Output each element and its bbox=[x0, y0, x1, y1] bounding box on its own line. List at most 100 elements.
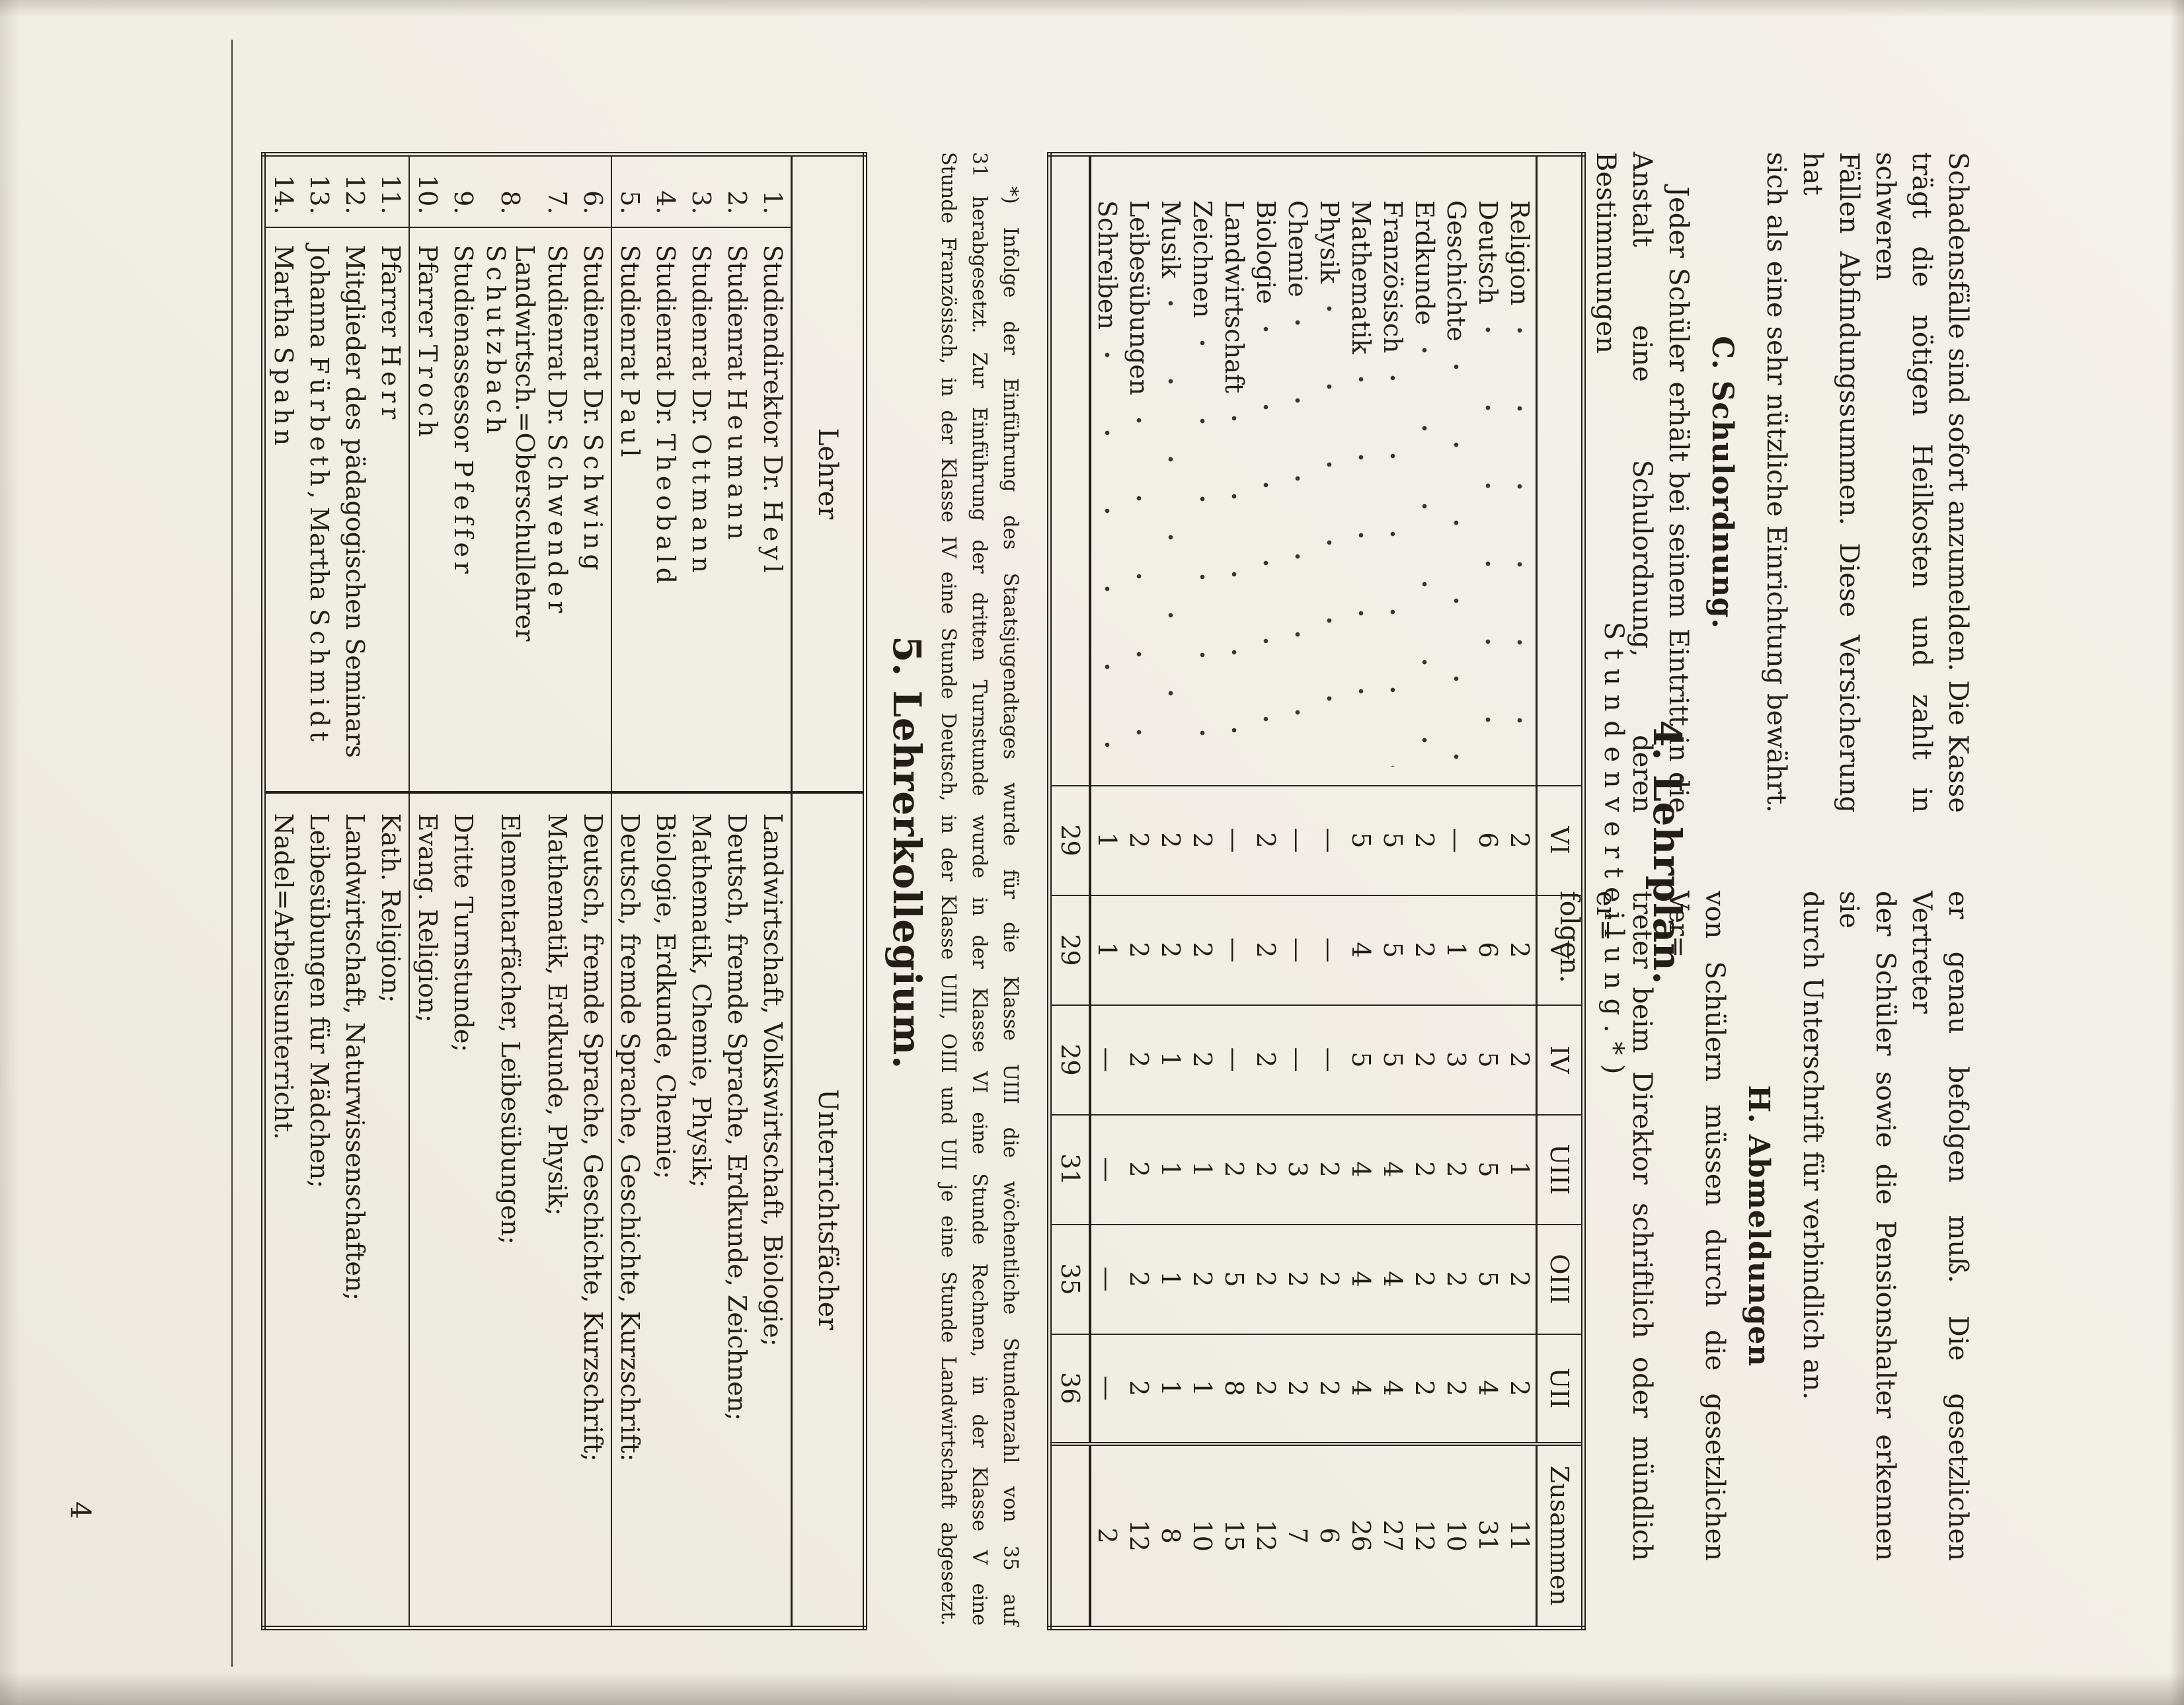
teacher-row: 12. Mitglieder des pädagogischen Seminars… bbox=[337, 154, 373, 1628]
hours-cell: 2 bbox=[1440, 1224, 1472, 1334]
hours-cell: 1 bbox=[1155, 1114, 1187, 1225]
teacher-row: 9. Studienassessor Pfeffer Dritte Turnstun… bbox=[446, 154, 481, 1628]
lehrplan-row: Französisch 5 5 5 4 4 4 27 bbox=[1377, 155, 1409, 1628]
teacher-title: Studienrat bbox=[615, 245, 644, 389]
lehrplan-row: Erdkunde 2 2 2 2 2 2 12 bbox=[1409, 155, 1440, 1628]
subject-name: Landwirtschaft bbox=[1220, 200, 1249, 394]
hours-cell: 4 bbox=[1345, 895, 1377, 1005]
heading-schulordnung: C. Schulordnung. bbox=[1705, 336, 1739, 629]
hours-cell: 2 bbox=[1187, 1004, 1218, 1115]
paragraph-line: er genau befolgen muß. Die gesetzlichen … bbox=[1906, 891, 1973, 1561]
teacher-title: Pfarrer bbox=[413, 245, 442, 345]
lehrplan-row: Leibesübungen 2 2 2 2 2 2 12 bbox=[1123, 155, 1155, 1628]
total-cell: 12 bbox=[1409, 1443, 1440, 1628]
hours-cell: 2 bbox=[1409, 1114, 1440, 1225]
dot-leader bbox=[1327, 306, 1332, 767]
teacher-number: 11. bbox=[373, 154, 409, 227]
hours-cell: 5 bbox=[1345, 785, 1377, 895]
dot-leader bbox=[1231, 416, 1237, 767]
hours-cell: — bbox=[1090, 1114, 1123, 1225]
footnote: *) Infolge der Einführung des Staatsjuge… bbox=[933, 152, 1026, 1626]
teacher-surname: Ottmann bbox=[687, 434, 716, 578]
teacher-surname: Fürbeth bbox=[305, 356, 334, 491]
paragraph-line: trägt die nötigen Heilkosten und zahlt i… bbox=[1870, 152, 1937, 813]
footer-rule bbox=[231, 40, 233, 1667]
teacher-title: Studienassessor bbox=[449, 245, 478, 460]
teacher-name: Landwirtsch.=Oberschullehrer Schutzbach bbox=[481, 227, 539, 792]
hours-cell: 5 bbox=[1472, 1224, 1504, 1334]
hours-cell: 5 bbox=[1377, 1004, 1409, 1115]
hours-cell: 2 bbox=[1187, 895, 1218, 1005]
lehrplan-sum-row: 29 29 29 31 35 36 bbox=[1049, 154, 1090, 1628]
heading-abmeldungen: H. Abmeldungen bbox=[1742, 1084, 1775, 1367]
hours-cell: 6 bbox=[1472, 895, 1504, 1005]
subheading-stundenverteilung: Stundenverteilung.*) bbox=[1598, 621, 1629, 1084]
hours-cell: 2 bbox=[1250, 785, 1282, 895]
heading-lehrplan: 4. Lehrplan. bbox=[1645, 720, 1690, 985]
hours-cell: 2 bbox=[1155, 895, 1187, 1005]
teacher-surname: Schwing bbox=[578, 434, 607, 575]
teacher-row: 11. Pfarrer Herr Kath. Religion; bbox=[373, 154, 409, 1628]
subject-cell: Chemie bbox=[1282, 155, 1313, 786]
teacher-name: Studienrat Heumann bbox=[719, 227, 755, 792]
teacher-surname: Paul bbox=[615, 388, 644, 462]
teacher-name: Studienrat Dr. Schwender bbox=[539, 227, 575, 792]
hours-cell: 2 bbox=[1504, 1334, 1537, 1444]
hours-cell: 2 bbox=[1250, 1224, 1282, 1334]
teacher-subjects: Deutsch, fremde Sprache, Erdkunde, Zeich… bbox=[722, 813, 752, 1421]
hours-cell: 2 bbox=[1440, 1334, 1472, 1444]
dot-leader bbox=[1200, 340, 1205, 767]
hours-cell: 1 bbox=[1440, 895, 1472, 1005]
hours-cell: 2 bbox=[1313, 1224, 1345, 1334]
subject-name: Schreiben bbox=[1093, 200, 1122, 330]
teacher-row: 5. Studienrat Paul Deutsch, fremde Sprache… bbox=[611, 154, 648, 1628]
total-cell: 10 bbox=[1440, 1443, 1472, 1628]
paragraph-line: Fällen Abfindungssummen. Diese Versicher… bbox=[1797, 152, 1864, 813]
teachers-table-body: 1. Studiendirektor Dr. Heyl Landwirtschaft… bbox=[263, 154, 792, 1628]
sum-cell: 35 bbox=[1049, 1224, 1090, 1334]
subject-name: Physik bbox=[1315, 200, 1344, 284]
footnote-line: Stunde Französisch, in der Klasse IV ein… bbox=[937, 152, 960, 1626]
hours-cell: 2 bbox=[1250, 895, 1282, 1005]
lehrplan-row: Physik — — —2 2 2 6 bbox=[1313, 155, 1345, 1628]
subject-cell: Biologie bbox=[1250, 155, 1282, 786]
hours-cell: 3 bbox=[1282, 1114, 1313, 1225]
teacher-title: Studienrat Dr. bbox=[543, 245, 572, 434]
lehrplan-row: Musik 2 2 1 1 1 1 8 bbox=[1155, 155, 1187, 1628]
hours-cell: 2 bbox=[1504, 1224, 1537, 1334]
teacher-title: Studienrat Dr. bbox=[687, 245, 716, 434]
hours-cell: — bbox=[1090, 1334, 1123, 1444]
dot-leader bbox=[1263, 326, 1268, 767]
subject-cell: Schreiben bbox=[1090, 155, 1123, 786]
lehrplan-row: Geschichte —1 3 2 2 2 10 bbox=[1440, 155, 1472, 1628]
teacher-surname: Pfeffer bbox=[449, 460, 478, 578]
hours-cell: 2 bbox=[1123, 1114, 1155, 1225]
hours-cell: 5 bbox=[1345, 1004, 1377, 1115]
teacher-surname: Troch bbox=[413, 344, 442, 442]
subject-cell: Erdkunde bbox=[1409, 155, 1440, 786]
sum-total-cell bbox=[1049, 1443, 1090, 1628]
teacher-subjects: Elementarfächer, Leibesübungen; bbox=[496, 813, 525, 1245]
teacher-number: 6. bbox=[575, 154, 611, 227]
total-cell: 31 bbox=[1472, 1443, 1504, 1628]
paragraph-line: der Schüler sowie die Pensionshalter erk… bbox=[1834, 891, 1900, 1561]
lehrplan-row: Mathematik 5 4 5 4 4 4 26 bbox=[1345, 155, 1377, 1628]
hours-cell: 1 bbox=[1155, 1334, 1187, 1444]
teacher-title: Mitglieder des pädagogischen Seminars bbox=[340, 245, 370, 758]
footnote-line: *) Infolge der Einführung des Staatsjuge… bbox=[999, 186, 1022, 1626]
teacher-number: 8. bbox=[481, 154, 539, 227]
dot-leader bbox=[1422, 348, 1427, 767]
hours-cell: 2 bbox=[1409, 1004, 1440, 1115]
hours-cell: 1 bbox=[1504, 1114, 1537, 1225]
header-unterrichtsfaecher: Unterrichtsfächer bbox=[791, 792, 865, 1628]
hours-cell: 2 bbox=[1409, 895, 1440, 1005]
sum-cell: 29 bbox=[1049, 895, 1090, 1005]
teacher-row: 13. Johanna Fürbeth, Martha Schmidt Leibes… bbox=[301, 154, 337, 1628]
hours-cell: — bbox=[1313, 895, 1345, 1005]
col-header-zusammen: Zusammen bbox=[1536, 1443, 1584, 1628]
hours-cell: 2 bbox=[1250, 1004, 1282, 1115]
dot-leader bbox=[1136, 418, 1142, 767]
hours-cell: — bbox=[1090, 1224, 1123, 1334]
hours-cell: — bbox=[1440, 785, 1472, 895]
